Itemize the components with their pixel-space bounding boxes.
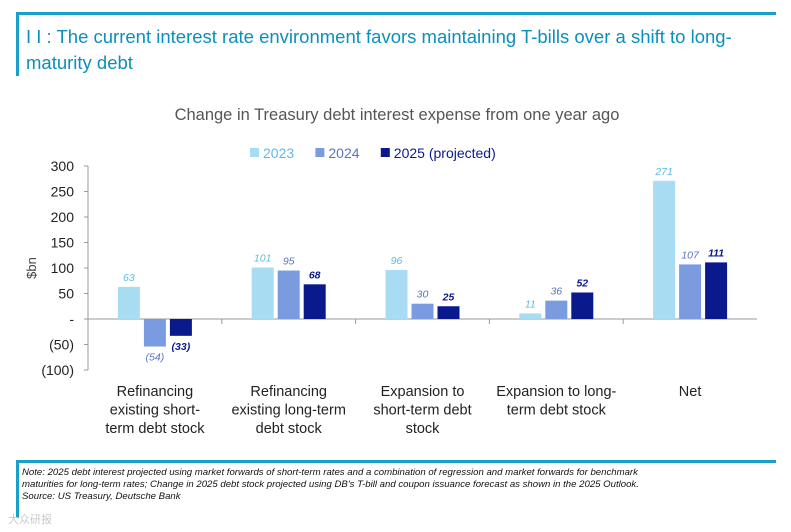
y-axis-label: $bn [24, 257, 39, 279]
category-label: Expansion to [381, 384, 465, 400]
category-label: Net [679, 384, 702, 400]
footer-left-rule [16, 460, 19, 518]
bar-2024-1 [277, 270, 300, 319]
header-left-rule [16, 12, 19, 76]
category-label: Refinancing [250, 384, 327, 400]
bar-2023-0 [117, 286, 140, 319]
category-label: stock [406, 421, 441, 437]
chart-title: Change in Treasury debt interest expense… [175, 106, 620, 124]
category-label: debt stock [256, 421, 323, 437]
legend-swatch-2023 [250, 148, 259, 157]
data-label: (33) [172, 341, 191, 353]
bar-2024-2 [411, 303, 434, 319]
category-label: Refinancing [117, 384, 194, 400]
data-label: 111 [708, 247, 724, 259]
watermark: 大众研报 [8, 513, 52, 526]
header-top-rule [16, 12, 776, 15]
y-tick-label: 50 [58, 286, 74, 302]
data-label: 68 [309, 269, 321, 281]
data-label: 52 [576, 277, 588, 289]
bar-2025-projected--4 [705, 262, 728, 319]
data-label: 107 [681, 249, 700, 261]
bar-2025-projected--2 [437, 306, 460, 319]
y-tick-label: (100) [41, 362, 74, 378]
footnotes: Note: 2025 debt interest projected using… [22, 467, 777, 503]
bar-2025-projected--1 [303, 284, 326, 319]
y-tick-label: 100 [51, 260, 75, 276]
legend-swatch-2024 [315, 148, 325, 157]
data-label: 96 [391, 255, 403, 267]
legend-label-2025-projected-: 2025 (projected) [394, 145, 496, 161]
bar-2023-4 [653, 180, 676, 319]
data-label: 63 [123, 272, 135, 284]
y-tick-label: - [69, 311, 74, 327]
category-label: short-term debt [373, 403, 471, 419]
y-tick-label: 250 [51, 184, 75, 200]
headline: I I : The current interest rate environm… [26, 26, 732, 73]
note-line-1: Note: 2025 debt interest projected using… [22, 467, 638, 478]
data-label: 25 [442, 291, 455, 303]
y-tick-label: 150 [51, 235, 75, 251]
bar-2023-3 [519, 313, 542, 319]
bar-chart: Change in Treasury debt interest expense… [24, 106, 757, 437]
y-tick-label: (50) [49, 337, 74, 353]
bar-2024-4 [679, 264, 702, 319]
bar-2023-2 [385, 270, 408, 319]
bar-2025-projected--0 [169, 319, 192, 336]
bar-2025-projected--3 [571, 292, 594, 319]
source-line: Source: US Treasury, Deutsche Bank [22, 491, 181, 502]
y-tick-label: 300 [51, 158, 75, 174]
data-label: (54) [146, 352, 165, 364]
data-label: 11 [525, 298, 536, 310]
category-label: existing short- [110, 403, 200, 419]
bar-2024-3 [545, 300, 568, 319]
category-label: term debt stock [105, 421, 205, 437]
legend-label-2024: 2024 [328, 145, 359, 161]
data-label: 30 [417, 289, 429, 301]
data-label: 271 [654, 166, 673, 178]
category-label: Expansion to long- [496, 384, 616, 400]
legend-swatch-2025-projected- [380, 148, 390, 157]
y-tick-label: 200 [51, 209, 75, 225]
footer-top-rule [16, 460, 776, 463]
data-label: 101 [254, 252, 272, 264]
note-line-2: maturities for long-term rates; Change i… [22, 479, 639, 490]
data-label: 95 [283, 256, 295, 268]
category-label: existing long-term [231, 403, 345, 419]
legend-label-2023: 2023 [263, 145, 294, 161]
bar-2023-1 [251, 267, 274, 319]
bar-2024-0 [143, 319, 166, 347]
data-label: 36 [550, 286, 562, 298]
category-label: term debt stock [507, 403, 607, 419]
